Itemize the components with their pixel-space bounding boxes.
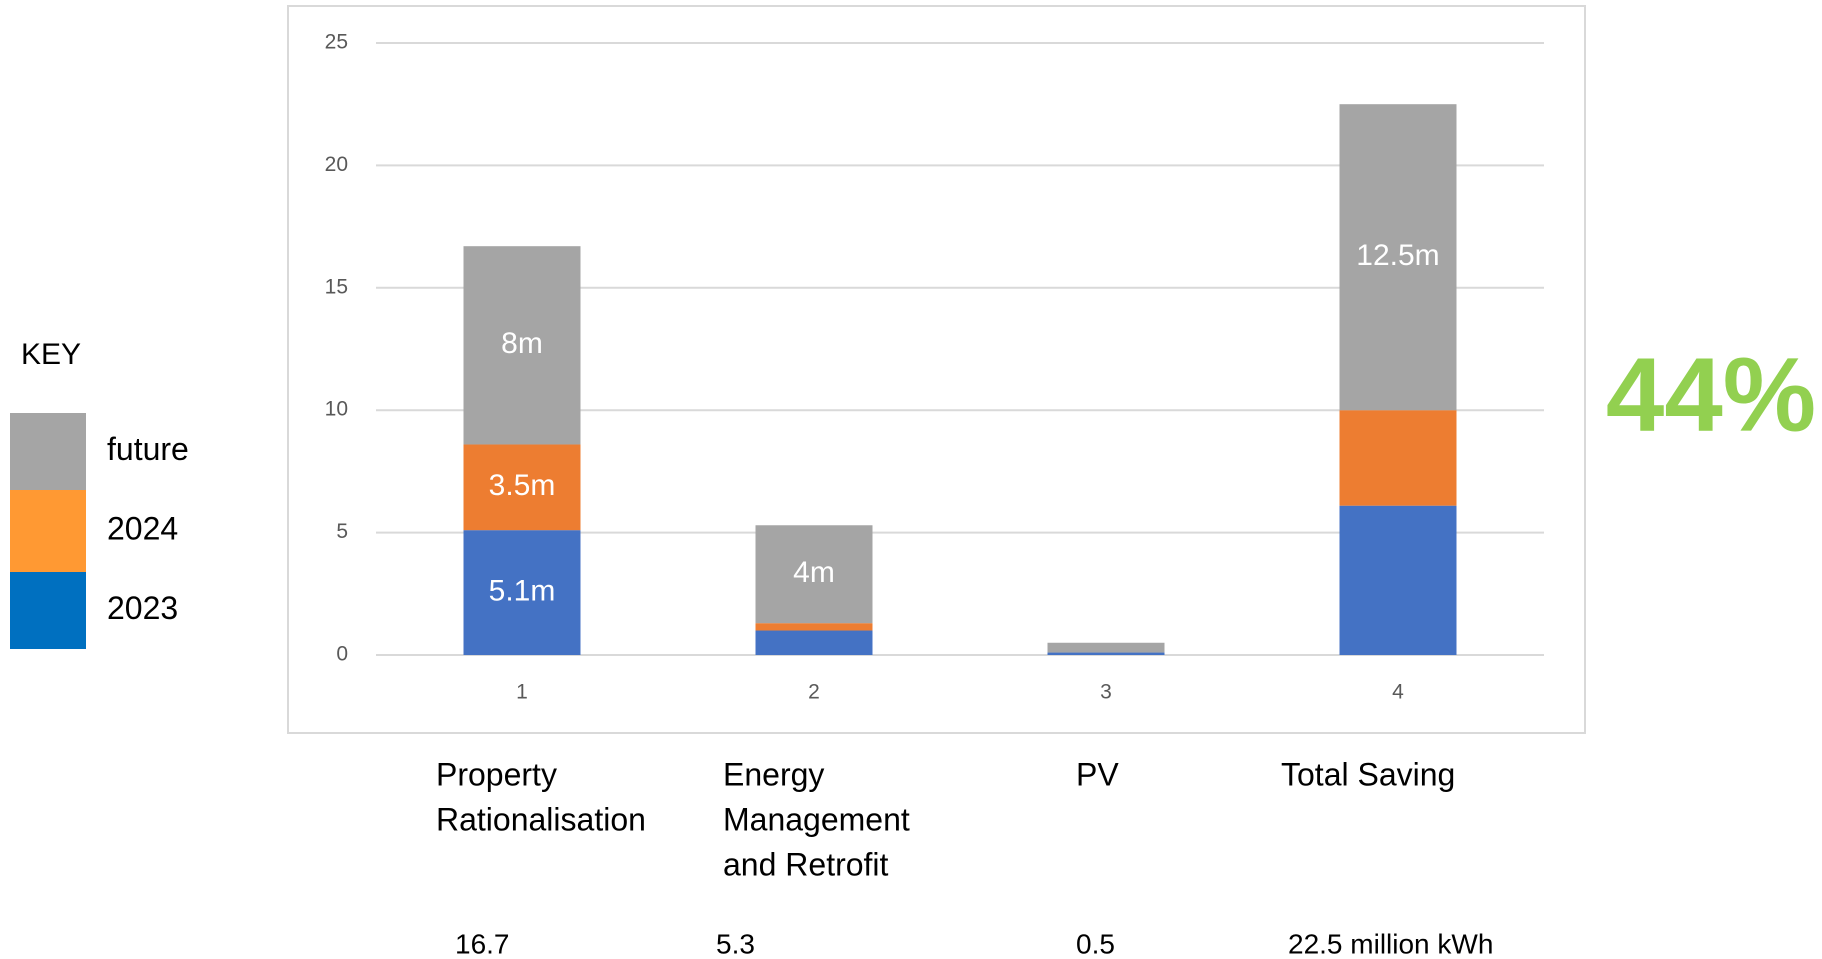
data-label: 5.1m [489,574,556,607]
legend-label: 2023 [107,590,178,626]
data-label: 3.5m [489,469,556,502]
bar-segment [1047,652,1165,655]
category-description: Total Saving [1281,756,1455,792]
category-description: Property [436,756,557,792]
legend-swatch [10,572,86,649]
bar-segment [463,530,581,655]
data-label: 4m [793,556,835,589]
y-tick-label: 10 [325,398,348,421]
legend-swatch [10,413,86,490]
x-tick-label: 2 [808,681,820,704]
x-tick-label: 3 [1100,681,1112,704]
y-tick-label: 25 [325,31,348,54]
data-label: 8m [501,327,543,360]
data-label: 12.5m [1356,239,1439,272]
legend-label: future [107,431,189,467]
legend-swatch [10,490,86,572]
bar-segment [755,525,873,624]
y-tick-label: 0 [336,643,348,666]
category-description: Management [723,801,910,837]
bar-segment [1047,642,1165,653]
bar-segment [1339,505,1457,655]
chart-frame [287,5,1586,734]
category-description: and Retrofit [723,846,889,882]
total-label: 16.7 [455,928,510,959]
bar-segment [755,630,873,655]
x-tick-label: 4 [1392,681,1404,704]
x-tick-label: 1 [516,681,528,704]
y-tick-label: 20 [325,153,348,176]
y-tick-label: 15 [325,275,348,298]
total-label: 22.5 million kWh [1288,928,1493,959]
total-label: 5.3 [716,928,755,959]
legend-title: KEY [21,338,81,371]
bar-segment [1339,104,1457,411]
category-description: Rationalisation [436,801,646,837]
y-tick-label: 5 [336,520,348,543]
category-description: PV [1076,756,1119,792]
bar-segment [755,623,873,631]
legend-label: 2024 [107,510,178,546]
bar-segment [463,246,581,445]
bar-segment [463,444,581,531]
bar-segment [1339,410,1457,506]
total-label: 0.5 [1076,928,1115,959]
category-description: Energy [723,756,824,792]
annotation: 44% [1606,337,1816,454]
